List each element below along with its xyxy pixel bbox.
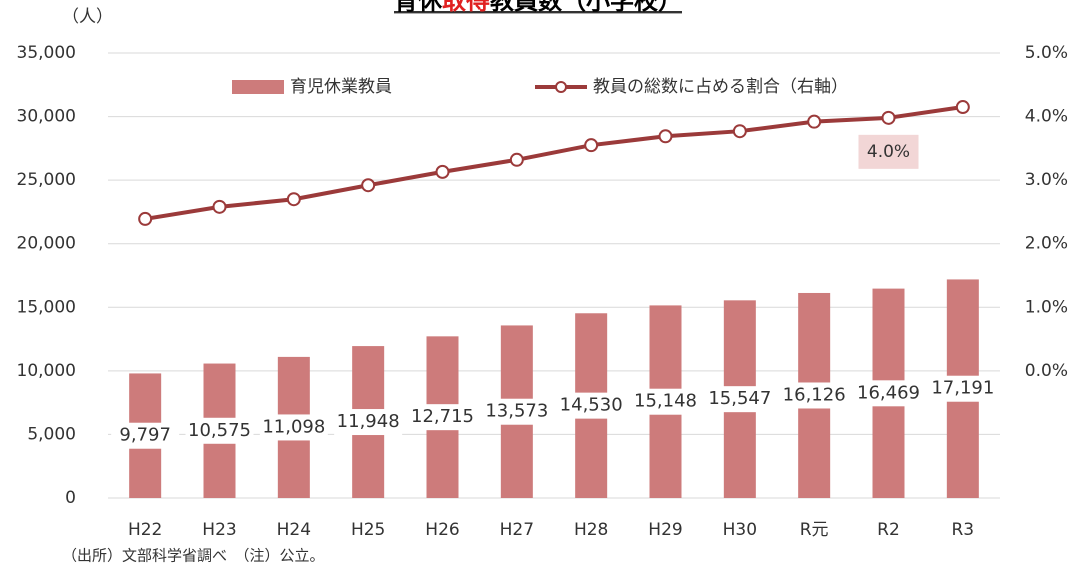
- label-bg: [111, 422, 180, 449]
- label-bg: [334, 409, 403, 436]
- marker: [212, 199, 227, 214]
- y-tick-label: 25,000: [17, 170, 76, 190]
- x-tick-label: R2: [877, 520, 900, 540]
- x-tick-label: H22: [128, 520, 162, 540]
- label-bg: [780, 382, 849, 409]
- y2-tick-label: 4.0%: [1025, 107, 1068, 127]
- legend-marker: [555, 81, 567, 93]
- legend-label: 教員の総数に占める割合（右軸）: [593, 77, 848, 97]
- x-tick-label: H27: [500, 520, 534, 540]
- x-tick-label: H28: [574, 520, 608, 540]
- marker: [881, 110, 896, 125]
- marker: [658, 129, 673, 144]
- label-bg: [854, 380, 923, 407]
- label-bg: [408, 404, 477, 431]
- data-label: 11,948: [337, 411, 400, 432]
- x-tick-label: H24: [277, 520, 311, 540]
- data-label: 15,148: [634, 391, 697, 412]
- y-tick-label: 5,000: [27, 424, 76, 444]
- data-label: 14,530: [560, 395, 623, 416]
- label-bg: [482, 398, 551, 425]
- data-label: 11,098: [262, 416, 325, 437]
- legend-label: 育児休業教員: [290, 77, 392, 97]
- x-tick-label: H26: [425, 520, 459, 540]
- x-tick-label: R3: [952, 520, 975, 540]
- marker: [435, 164, 450, 179]
- marker: [807, 114, 822, 129]
- y2-tick-label: 3.0%: [1025, 170, 1068, 190]
- x-tick-label: H25: [351, 520, 385, 540]
- x-tick-label: H29: [648, 520, 682, 540]
- data-label: 12,715: [411, 406, 474, 427]
- marker: [286, 192, 301, 207]
- y-tick-label: 20,000: [17, 234, 76, 254]
- label-bg: [928, 375, 997, 402]
- x-tick-label: H23: [202, 520, 236, 540]
- data-label: 16,469: [857, 382, 920, 403]
- data-label: 16,126: [783, 384, 846, 405]
- x-tick-label: R元: [800, 520, 829, 540]
- marker: [509, 152, 524, 167]
- x-tick-label: H30: [723, 520, 757, 540]
- marker: [138, 211, 153, 226]
- legend-swatch: [232, 80, 284, 94]
- y2-tick-label: 0.0%: [1025, 361, 1068, 381]
- data-label: 17,191: [931, 378, 994, 399]
- label-bg: [259, 414, 328, 441]
- y2-tick-label: 1.0%: [1025, 297, 1068, 317]
- y-tick-label: 15,000: [17, 297, 76, 317]
- y-tick-label: 10,000: [17, 361, 76, 381]
- y2-tick-label: 2.0%: [1025, 234, 1068, 254]
- label-bg: [705, 386, 774, 413]
- y-tick-label: 0: [65, 488, 76, 508]
- marker: [361, 178, 376, 193]
- data-label: 4.0%: [867, 142, 910, 162]
- data-label: 10,575: [188, 420, 251, 441]
- footnote: （出所）文部科学省調べ （注）公立。: [62, 547, 325, 565]
- marker: [732, 124, 747, 139]
- label-bg: [185, 417, 254, 444]
- data-label: 15,547: [708, 388, 771, 409]
- data-label: 13,573: [485, 401, 548, 422]
- y-tick-label: 35,000: [17, 43, 76, 63]
- data-label: 9,797: [119, 425, 171, 446]
- marker: [955, 100, 970, 115]
- chart-title: 育休取得教員数（小学校）: [394, 0, 682, 15]
- y-unit: （人）: [62, 7, 113, 27]
- y-tick-label: 30,000: [17, 107, 76, 127]
- label-bg: [858, 134, 919, 169]
- title-part: 取得: [442, 0, 490, 15]
- marker: [584, 138, 599, 153]
- title-part: 教員数（小学校）: [490, 0, 682, 15]
- title-part: 育休: [394, 0, 443, 15]
- line: [144, 105, 964, 221]
- label-bg: [557, 392, 626, 419]
- y2-tick-label: 5.0%: [1025, 43, 1068, 63]
- label-bg: [631, 388, 700, 415]
